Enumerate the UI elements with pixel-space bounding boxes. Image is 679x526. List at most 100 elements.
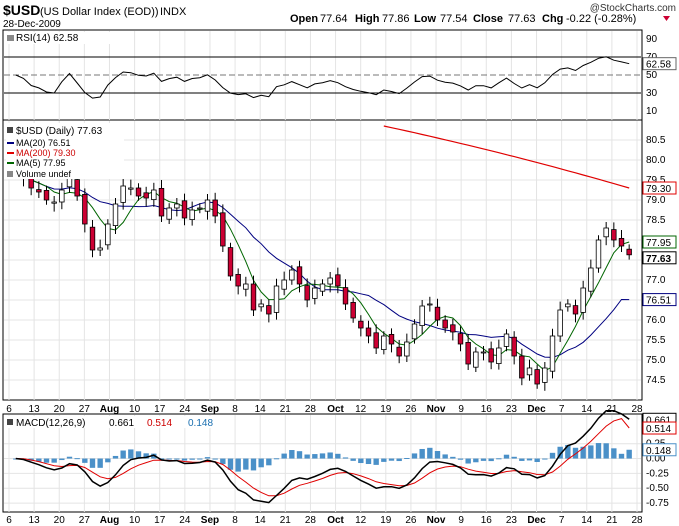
rsi-tick-label: 10 (646, 106, 658, 117)
x-tick-label: 28 (631, 515, 643, 526)
macd-histogram-bar (503, 454, 510, 459)
x-tick-label: 13 (29, 404, 41, 415)
candle-body (557, 309, 563, 337)
macd-histogram-bar (335, 453, 341, 459)
macd-histogram-bar (381, 458, 387, 462)
macd-histogram-bar (273, 458, 280, 460)
high-label: High (355, 13, 380, 25)
candle-body (174, 203, 180, 209)
macd-legend-bg (6, 416, 224, 428)
x-tick-label: Oct (327, 404, 344, 415)
candle-body (595, 239, 602, 269)
macd-histogram-bar (327, 452, 333, 459)
candle-body (626, 248, 632, 256)
candle-body (427, 303, 433, 306)
macd-legend-macd: 0.661 (109, 418, 134, 429)
macd-histogram-bar (457, 458, 464, 460)
candle-body (204, 199, 211, 212)
x-tick-label: 7 (559, 515, 565, 526)
macd-histogram-bar (611, 448, 617, 459)
macd-histogram-bar (442, 454, 448, 459)
down-arrow-icon (663, 16, 670, 21)
candle-body (312, 287, 318, 299)
macd-histogram-bar (373, 458, 379, 465)
ma5-legend: MA(5) 77.95 (16, 158, 66, 168)
candle-body (319, 283, 326, 292)
chart-date: 28-Dec-2009 (3, 19, 61, 30)
macd-histogram-bar (51, 458, 57, 463)
candle-body (59, 189, 65, 203)
macd-tag: 0.514 (646, 424, 671, 435)
macd-histogram-bar (312, 454, 318, 459)
macd-tick-label: 0.00 (646, 454, 666, 465)
macd-histogram-bar (572, 447, 579, 459)
x-tick-label: 16 (481, 515, 493, 526)
x-tick-label: 17 (154, 404, 166, 415)
macd-tick-label: -0.50 (646, 483, 669, 494)
candle-body (534, 369, 540, 385)
symbol: $USD (3, 2, 40, 18)
macd-legend-label: MACD(12,26,9) (16, 418, 85, 429)
macd-tag: 0.661 (646, 415, 671, 426)
x-tick-label: 9 (458, 404, 464, 415)
x-tick-label: 28 (305, 404, 317, 415)
candle-body (457, 333, 464, 345)
volume-legend: Volume undef (16, 169, 72, 179)
candle-body (296, 266, 303, 285)
macd-histogram-bar (66, 456, 73, 459)
candle-body (197, 207, 203, 210)
x-tick-label: 23 (506, 515, 518, 526)
macd-histogram-bar (181, 458, 188, 461)
candle-body (488, 348, 494, 363)
grid (4, 31, 641, 512)
price-tick-label: 79.5 (646, 175, 666, 186)
ma200-line (383, 125, 630, 189)
macd-histogram-bar (105, 458, 111, 463)
ma200-tag-box (642, 181, 677, 195)
candle-body (465, 341, 471, 365)
candle-body (166, 207, 172, 220)
macd-histogram-bar (36, 458, 42, 462)
price-tick-label: 80.0 (646, 155, 666, 166)
macd-histogram-bar (534, 458, 540, 462)
candle-body (66, 177, 73, 188)
close-label: Close (473, 13, 503, 25)
x-tick-label: 14 (581, 404, 593, 415)
price-layer (13, 125, 632, 391)
rsi-tick-label: 90 (646, 34, 658, 45)
axis-layer: 80.580.079.579.078.578.077.577.076.576.0… (6, 34, 677, 526)
x-tick-label: 21 (280, 515, 292, 526)
candle-body (388, 333, 395, 345)
macd-histogram-bar (473, 458, 479, 463)
rsi-legend-icon (7, 35, 14, 41)
candle-body (496, 347, 502, 365)
macd-histogram-bar (342, 457, 349, 459)
macd-histogram-bar (266, 458, 272, 466)
x-tick-label: 8 (232, 404, 238, 415)
macd-histogram-bar (174, 458, 180, 460)
x-tick-label: 9 (458, 515, 464, 526)
candle-body (89, 226, 96, 251)
price-tick-label: 75.5 (646, 335, 666, 346)
signal-line (15, 418, 630, 497)
candle-body (442, 319, 448, 329)
macd-histogram-bar (250, 458, 257, 471)
price-tick-label: 74.5 (646, 375, 666, 386)
macd-histogram-bar (365, 458, 372, 465)
ma20-legend: MA(20) 76.51 (16, 138, 71, 148)
open-value: 77.64 (320, 13, 348, 25)
candle-body (82, 193, 88, 225)
macd-histogram-bar (296, 451, 303, 459)
candle-body (519, 355, 525, 379)
candle-body (434, 306, 441, 321)
macd-histogram-bar (120, 450, 126, 459)
x-tick-label: Sep (201, 404, 219, 415)
candle-body (549, 335, 556, 372)
candle-body (565, 303, 571, 308)
macd-histogram-bar (549, 452, 556, 459)
macd-histogram-bar (74, 458, 80, 460)
x-tick-label: 21 (606, 515, 618, 526)
ma5-tag-box (642, 235, 677, 249)
candle-body (258, 303, 264, 308)
candle-body (227, 247, 234, 277)
